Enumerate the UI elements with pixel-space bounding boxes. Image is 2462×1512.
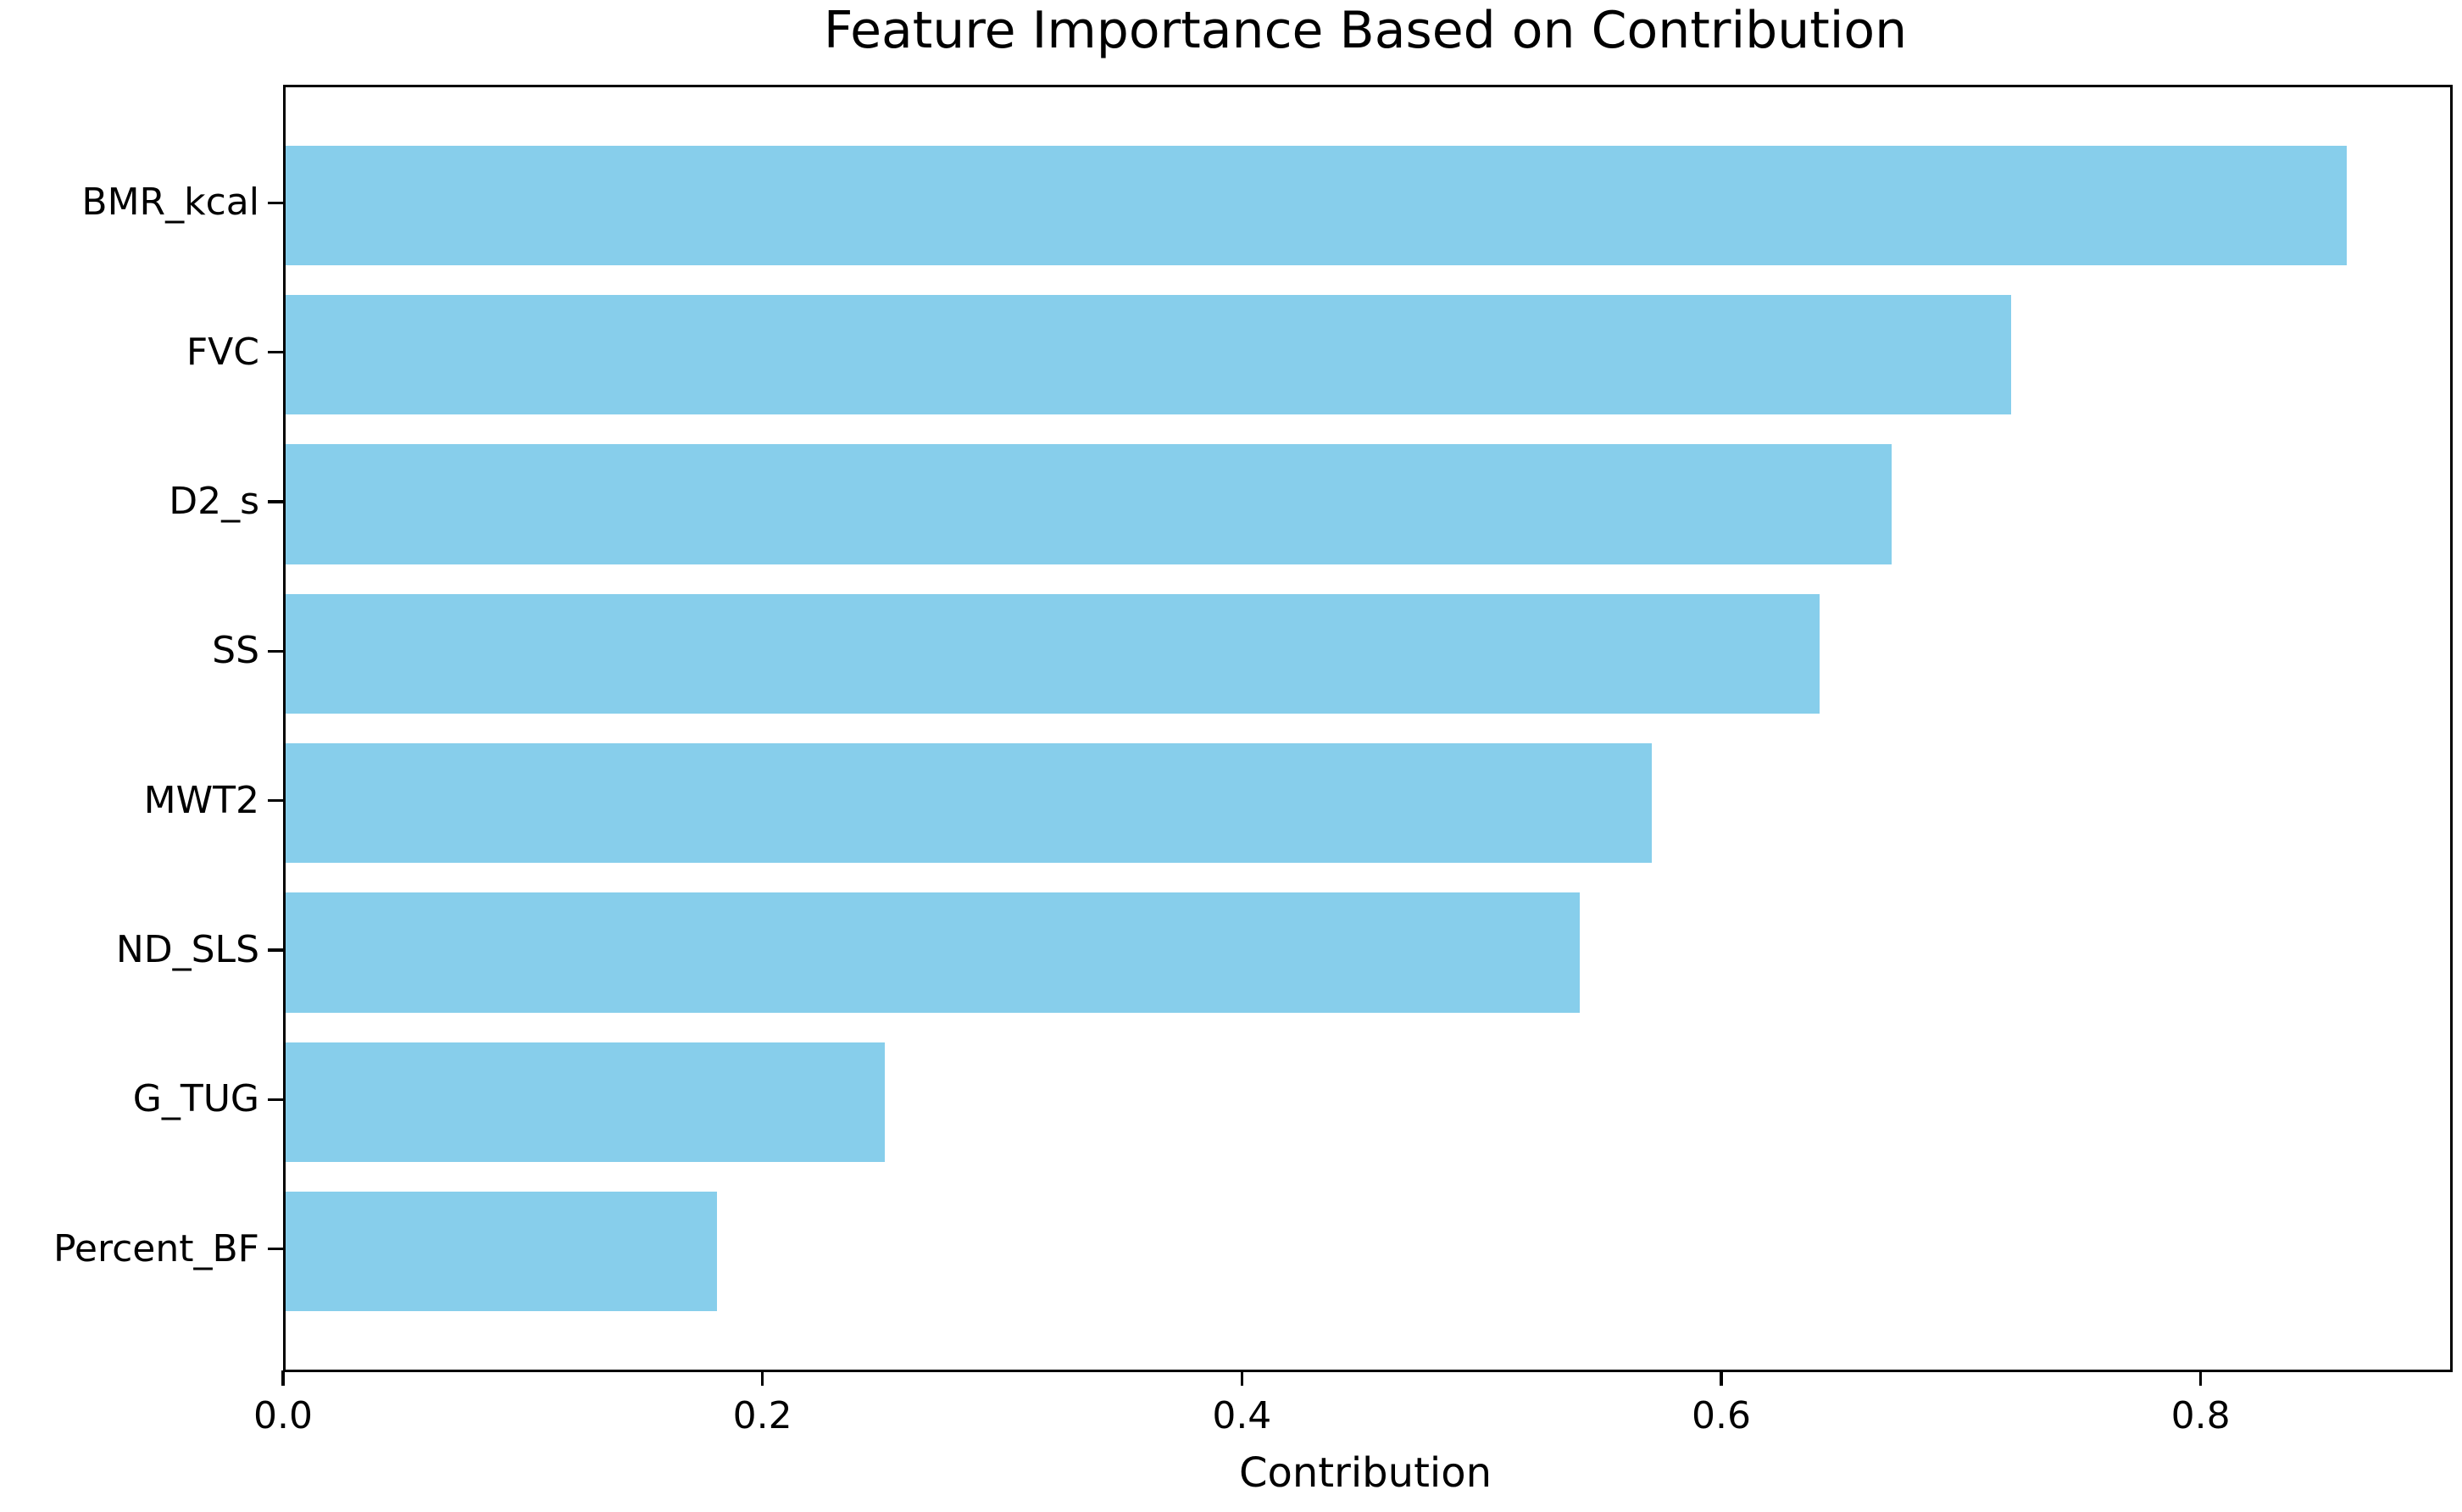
x-tick-mark <box>1240 1370 1244 1386</box>
y-tick-mark <box>268 1098 283 1102</box>
x-tick-mark <box>760 1370 764 1386</box>
plot-area <box>283 85 2453 1372</box>
x-axis-label: Contribution <box>1238 1449 1492 1497</box>
x-tick-label: 0.2 <box>732 1393 792 1437</box>
bar-fvc <box>286 295 2012 415</box>
y-tick-label-d2_s: D2_s <box>169 479 259 523</box>
y-tick-label-nd_sls: ND_SLS <box>115 928 259 971</box>
y-tick-mark <box>268 798 283 803</box>
bar-bmr_kcal <box>286 145 2348 265</box>
y-tick-label-g_tug: G_TUG <box>132 1077 259 1121</box>
bar-d2_s <box>286 444 1892 564</box>
y-tick-mark <box>268 948 283 952</box>
x-tick-mark <box>1720 1370 1723 1386</box>
y-tick-label-percent_bf: Percent_BF <box>53 1226 259 1270</box>
bar-mwt2 <box>286 743 1653 864</box>
x-tick-label: 0.6 <box>1692 1393 1751 1437</box>
y-tick-label-ss: SS <box>212 629 259 673</box>
bar-ss <box>286 593 1820 714</box>
x-tick-label: 0.8 <box>2170 1393 2231 1437</box>
y-tick-label-fvc: FVC <box>186 330 259 374</box>
x-tick-mark <box>2198 1370 2203 1386</box>
bar-g_tug <box>286 1042 886 1162</box>
y-tick-mark <box>268 350 283 354</box>
y-tick-mark <box>268 201 283 205</box>
bar-nd_sls <box>286 892 1581 1013</box>
x-tick-label: 0.4 <box>1212 1393 1272 1437</box>
y-tick-mark <box>268 500 283 503</box>
x-tick-mark <box>281 1370 285 1386</box>
y-tick-mark <box>268 649 283 653</box>
x-tick-label: 0.0 <box>253 1393 313 1437</box>
y-tick-label-mwt2: MWT2 <box>143 778 259 822</box>
bar-percent_bf <box>286 1192 718 1312</box>
y-tick-mark <box>268 1247 283 1251</box>
y-tick-label-bmr_kcal: BMR_kcal <box>81 181 259 225</box>
chart-title: Feature Importance Based on Contribution <box>823 1 1908 60</box>
